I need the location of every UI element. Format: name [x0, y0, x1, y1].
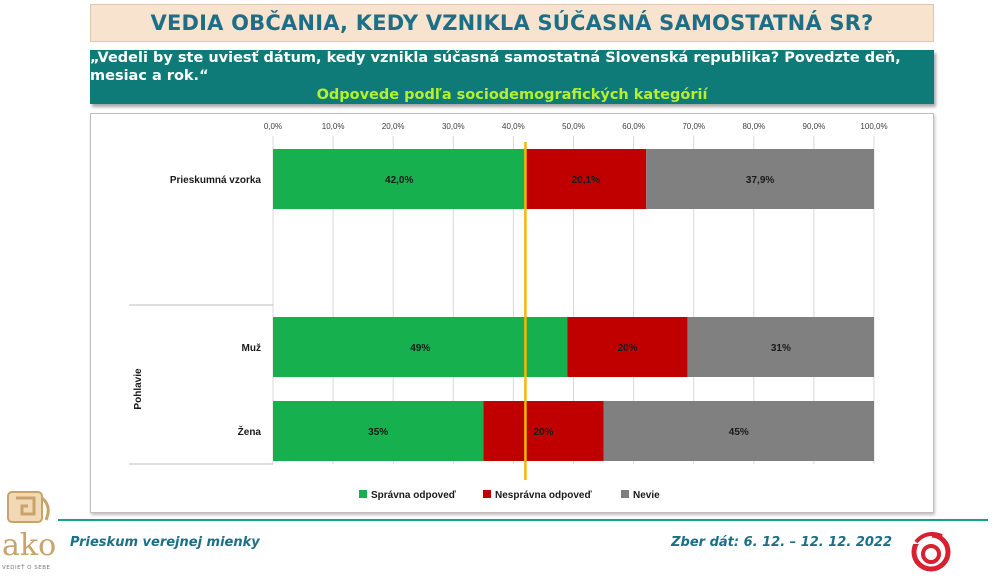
- bar-segment: [646, 149, 874, 209]
- legend-swatch: [621, 490, 629, 498]
- stacked-bar-chart: 0,0% 10,0% 20,0% 30,0% 40,0% 50,0% 60,0% 70,0% 8…: [129, 122, 888, 501]
- question-text: „Vedeli by ste uviesť dátum, kedy vznikl…: [90, 50, 901, 84]
- data-label: 20%: [618, 343, 638, 354]
- x-tick-label: 20,0%: [382, 122, 405, 131]
- bar-segment: [273, 317, 568, 377]
- data-label: 35%: [368, 427, 388, 438]
- legend-label: Správna odpoveď: [371, 490, 457, 501]
- data-label: 20,1%: [572, 175, 600, 186]
- chart-frame: 0,0% 10,0% 20,0% 30,0% 40,0% 50,0% 60,0% 70,0% 8…: [90, 113, 934, 513]
- logo-tagline: VEDIEŤ O SEBE: [2, 565, 51, 571]
- legend-swatch: [483, 490, 491, 498]
- bar-segment: [273, 149, 526, 209]
- group-label: Pohlavie: [133, 368, 144, 410]
- data-label: 37,9%: [746, 175, 774, 186]
- data-label: 42,0%: [385, 175, 413, 186]
- footer-divider: [58, 519, 988, 521]
- bar-segment: [603, 401, 874, 461]
- question-subtitle: Odpovede podľa sociodemografických kateg…: [316, 87, 708, 103]
- bar-segment: [483, 401, 604, 461]
- x-tick-label: 80,0%: [742, 122, 765, 131]
- x-tick-label: 100,0%: [860, 122, 887, 131]
- data-label: 45%: [729, 427, 749, 438]
- legend-label: Nesprávna odpoveď: [495, 490, 592, 501]
- category-label: Žena: [238, 425, 262, 438]
- data-label: 20%: [533, 427, 553, 438]
- data-label: 31%: [771, 343, 791, 354]
- logo-wordmark: ako: [2, 528, 57, 563]
- data-label: 49%: [410, 343, 430, 354]
- legend-label: Nevie: [633, 490, 660, 501]
- title-banner: VEDIA OBČANIA, KEDY VZNIKLA SÚČASNÁ SAMO…: [90, 4, 934, 42]
- bar-segment: [687, 317, 874, 377]
- question-banner: „Vedeli by ste uviesť dátum, kedy vznikl…: [90, 50, 934, 104]
- x-tick-label: 60,0%: [622, 122, 645, 131]
- category-label: Prieskumná vzorka: [170, 175, 262, 186]
- page-title: VEDIA OBČANIA, KEDY VZNIKLA SÚČASNÁ SAMO…: [150, 11, 874, 35]
- swirl-logo-icon: [911, 532, 951, 572]
- x-tick-label: 70,0%: [682, 122, 705, 131]
- legend-swatch: [359, 490, 367, 498]
- x-tick-label: 90,0%: [803, 122, 826, 131]
- footer-survey-label: Prieskum verejnej mienky: [70, 535, 260, 550]
- x-tick-label: 40,0%: [502, 122, 525, 131]
- x-tick-label: 50,0%: [562, 122, 585, 131]
- category-label: Muž: [242, 343, 261, 354]
- bar-segment: [567, 317, 688, 377]
- x-tick-label: 30,0%: [442, 122, 465, 131]
- x-tick-label: 0,0%: [264, 122, 282, 131]
- bar-segment: [273, 401, 484, 461]
- footer-date-range: Zber dát: 6. 12. – 12. 12. 2022: [671, 535, 892, 550]
- bar-segment: [525, 149, 647, 209]
- x-tick-label: 10,0%: [322, 122, 345, 131]
- ako-logo-icon: [7, 491, 50, 523]
